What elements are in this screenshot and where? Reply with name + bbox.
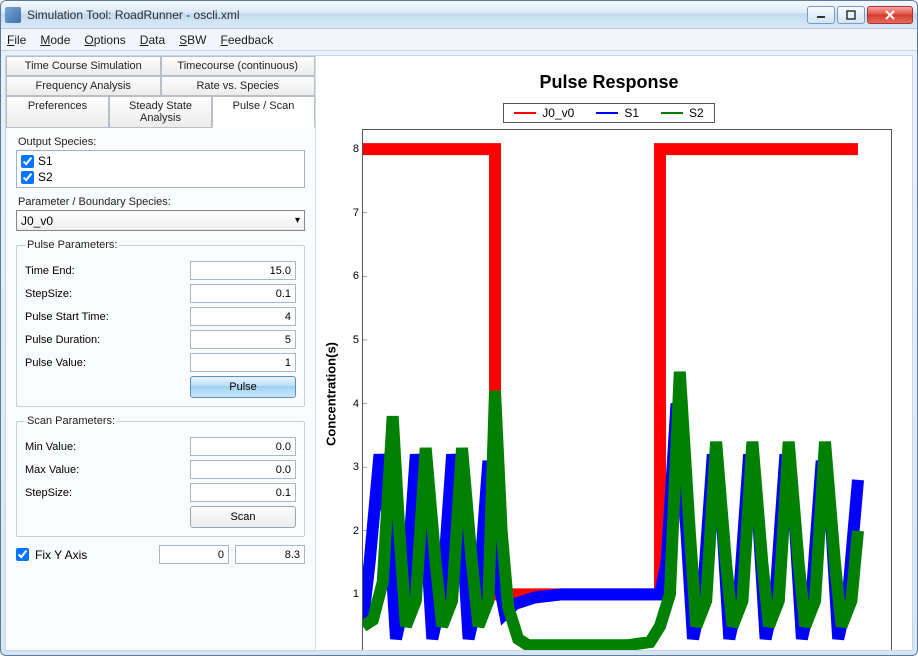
app-window: Simulation Tool: RoadRunner - oscli.xml … [0,0,918,656]
scan-parameters-group: Scan Parameters: Min Value: Max Value: S… [16,415,305,537]
species-s2-row[interactable]: S2 [21,169,300,185]
menu-mode[interactable]: Mode [40,33,70,47]
close-button[interactable] [867,6,913,24]
legend-s2: S2 [661,106,704,120]
tab-steady-state[interactable]: Steady State Analysis [109,96,212,128]
pulse-group-label: Pulse Parameters: [25,239,119,251]
tab-frequency[interactable]: Frequency Analysis [6,76,161,96]
scan-stepsize-input[interactable] [190,483,296,502]
plot-svg [363,130,891,651]
stepsize-label: StepSize: [25,288,72,300]
menu-file[interactable]: File [7,33,26,47]
tab-preferences[interactable]: Preferences [6,96,109,128]
scan-button[interactable]: Scan [190,506,296,528]
tab-rate-vs-species[interactable]: Rate vs. Species [161,76,316,96]
scan-stepsize-label: StepSize: [25,487,72,499]
time-end-input[interactable] [190,261,296,280]
menu-sbw[interactable]: SBW [179,33,206,47]
max-value-label: Max Value: [25,464,79,476]
pulse-duration-input[interactable] [190,330,296,349]
legend-j0v0: J0_v0 [514,106,574,120]
pulse-start-label: Pulse Start Time: [25,311,109,323]
fix-y-label: Fix Y Axis [35,548,87,562]
pulse-value-input[interactable] [190,353,296,372]
left-panel: Time Course Simulation Timecourse (conti… [6,56,316,650]
max-value-input[interactable] [190,460,296,479]
boundary-label: Parameter / Boundary Species: [16,196,305,208]
fix-y-checkbox[interactable] [16,548,29,561]
legend-s1: S1 [596,106,639,120]
menu-data[interactable]: Data [140,33,165,47]
minimize-button[interactable] [807,6,835,24]
tab-time-course[interactable]: Time Course Simulation [6,56,161,76]
app-icon [5,7,21,23]
plot-area: Concentration(s) time 012345678 02468101… [362,129,892,651]
time-end-label: Time End: [25,265,75,277]
tab-pulse-scan[interactable]: Pulse / Scan [212,96,315,128]
species-s2-label: S2 [38,170,53,184]
menu-feedback[interactable]: Feedback [220,33,273,47]
menu-options[interactable]: Options [84,33,125,47]
pulse-duration-label: Pulse Duration: [25,334,100,346]
min-value-input[interactable] [190,437,296,456]
y-ticks: 012345678 [335,130,359,651]
min-value-label: Min Value: [25,441,76,453]
chart-legend: J0_v0 S1 S2 [503,103,714,123]
output-species-list: S1 S2 [16,150,305,188]
species-s2-checkbox[interactable] [21,171,34,184]
fix-y-lo-input[interactable] [159,545,229,564]
boundary-select[interactable]: J0_v0 [16,210,305,231]
titlebar[interactable]: Simulation Tool: RoadRunner - oscli.xml [1,1,917,29]
maximize-button[interactable] [837,6,865,24]
output-species-label: Output Species: [16,136,305,148]
chart-panel: Pulse Response J0_v0 S1 S2 Concentration… [316,56,912,650]
pulse-button[interactable]: Pulse [190,376,296,398]
stepsize-input[interactable] [190,284,296,303]
species-s1-row[interactable]: S1 [21,153,300,169]
pulse-parameters-group: Pulse Parameters: Time End: StepSize: Pu… [16,239,305,407]
tab-timecourse-continuous[interactable]: Timecourse (continuous) [161,56,316,76]
scan-group-label: Scan Parameters: [25,415,117,427]
species-s1-label: S1 [38,154,53,168]
menubar: File Mode Options Data SBW Feedback [1,29,917,51]
species-s1-checkbox[interactable] [21,155,34,168]
chart-title: Pulse Response [326,72,892,93]
fix-y-hi-input[interactable] [235,545,305,564]
pulse-start-input[interactable] [190,307,296,326]
window-title: Simulation Tool: RoadRunner - oscli.xml [27,8,807,22]
pulse-value-label: Pulse Value: [25,357,86,369]
